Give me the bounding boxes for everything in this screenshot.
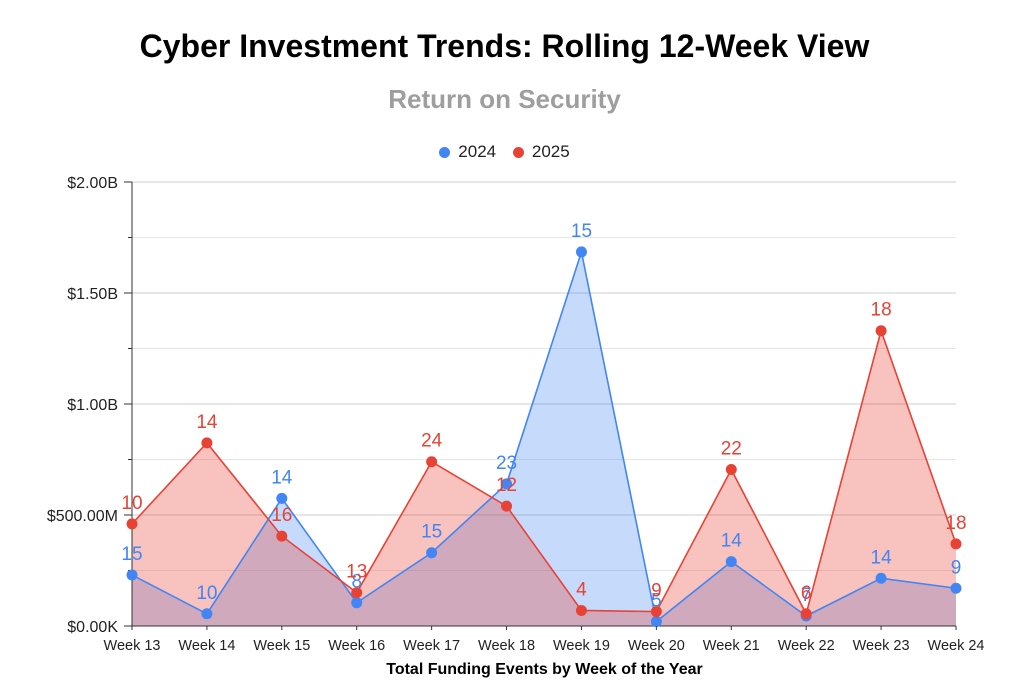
- x-tick-label: Week 20: [628, 638, 685, 654]
- data-label-2025: 10: [121, 493, 142, 514]
- data-label-2025: 9: [651, 581, 662, 602]
- data-label-2024: 5: [651, 591, 662, 612]
- legend-item-2024[interactable]: 2024: [439, 142, 496, 162]
- x-tick-label: Week 22: [778, 638, 835, 654]
- data-point-2025: [501, 500, 513, 512]
- data-label-2024: 9: [951, 557, 962, 578]
- data-point-2025: [351, 587, 363, 599]
- data-label-2025: 13: [346, 562, 367, 583]
- x-tick-label: Week 18: [478, 638, 535, 654]
- data-label-2024: 15: [571, 221, 592, 242]
- data-label-2025: 4: [576, 579, 587, 600]
- data-point-2024: [351, 597, 363, 609]
- y-tick-label: $2.00B: [67, 175, 118, 192]
- chart-title: Cyber Investment Trends: Rolling 12-Week…: [139, 28, 870, 64]
- data-label-2025: 18: [945, 513, 966, 534]
- data-label-2024: 7: [801, 585, 812, 606]
- x-tick-label: Week 14: [178, 638, 235, 654]
- data-label-2025: 12: [496, 475, 517, 496]
- data-point-2025: [950, 538, 962, 550]
- data-label-2024: 8: [351, 572, 362, 593]
- data-label-2025: 14: [196, 412, 218, 433]
- data-label-2024: 23: [496, 453, 517, 474]
- data-label-2025: 18: [871, 300, 892, 321]
- data-point-2025: [650, 606, 662, 618]
- x-tick-label: Week 19: [553, 638, 610, 654]
- data-label-2025: 24: [421, 431, 443, 452]
- legend-marker-2024: [439, 146, 451, 158]
- y-tick-label: $0.00K: [67, 619, 118, 636]
- data-point-2024: [276, 492, 288, 504]
- legend-label-2025: 2025: [531, 142, 570, 161]
- data-point-2025: [276, 530, 288, 542]
- data-label-2025: 6: [801, 583, 812, 604]
- y-tick-label: $1.50B: [67, 286, 118, 303]
- data-point-2024: [126, 569, 138, 581]
- x-tick-label: Week 16: [328, 638, 385, 654]
- x-tick-label: Week 23: [853, 638, 910, 654]
- data-point-2024: [501, 478, 513, 490]
- y-tick-label: $1.00B: [67, 397, 118, 414]
- x-axis-title: Total Funding Events by Week of the Year: [386, 661, 703, 678]
- series-area-2024: [132, 251, 956, 626]
- legend: 2024 2025: [0, 142, 1009, 163]
- legend-label-2024: 2024: [458, 142, 497, 161]
- series-line-2025: [131, 328, 957, 616]
- data-label-2024: 14: [271, 467, 293, 488]
- x-tick-label: Week 15: [253, 638, 310, 654]
- data-label-2024: 14: [871, 547, 893, 568]
- data-label-2024: 14: [721, 531, 743, 552]
- data-point-2024: [426, 547, 438, 559]
- data-point-2024: [650, 616, 662, 628]
- x-tick-label: Week 13: [104, 638, 161, 654]
- x-tick-label: Week 17: [403, 638, 460, 654]
- data-point-2025: [201, 437, 213, 449]
- data-point-2024: [575, 246, 587, 258]
- data-point-2025: [426, 456, 438, 468]
- legend-marker-2025: [512, 146, 524, 158]
- data-label-2024: 15: [421, 522, 442, 543]
- x-tick-label: Week 21: [703, 638, 760, 654]
- data-point-2024: [950, 582, 962, 594]
- data-label-2025: 22: [721, 438, 742, 459]
- y-tick-label: $500.00M: [47, 508, 118, 525]
- data-point-2024: [201, 608, 213, 620]
- chart-subtitle: Return on Security: [388, 84, 621, 114]
- data-point-2025: [875, 325, 887, 337]
- data-point-2025: [575, 604, 587, 616]
- data-label-2024: 15: [121, 544, 142, 565]
- data-point-2024: [875, 572, 887, 584]
- series-area-2025: [132, 330, 956, 626]
- series-line-2024: [131, 248, 957, 624]
- data-point-2024: [725, 556, 737, 568]
- data-point-2025: [725, 463, 737, 475]
- legend-item-2025[interactable]: 2025: [512, 142, 570, 162]
- data-point-2025: [800, 608, 812, 620]
- data-label-2024: 10: [196, 583, 217, 604]
- data-label-2025: 16: [271, 505, 292, 526]
- data-point-2025: [126, 518, 138, 530]
- x-tick-label: Week 24: [928, 638, 985, 654]
